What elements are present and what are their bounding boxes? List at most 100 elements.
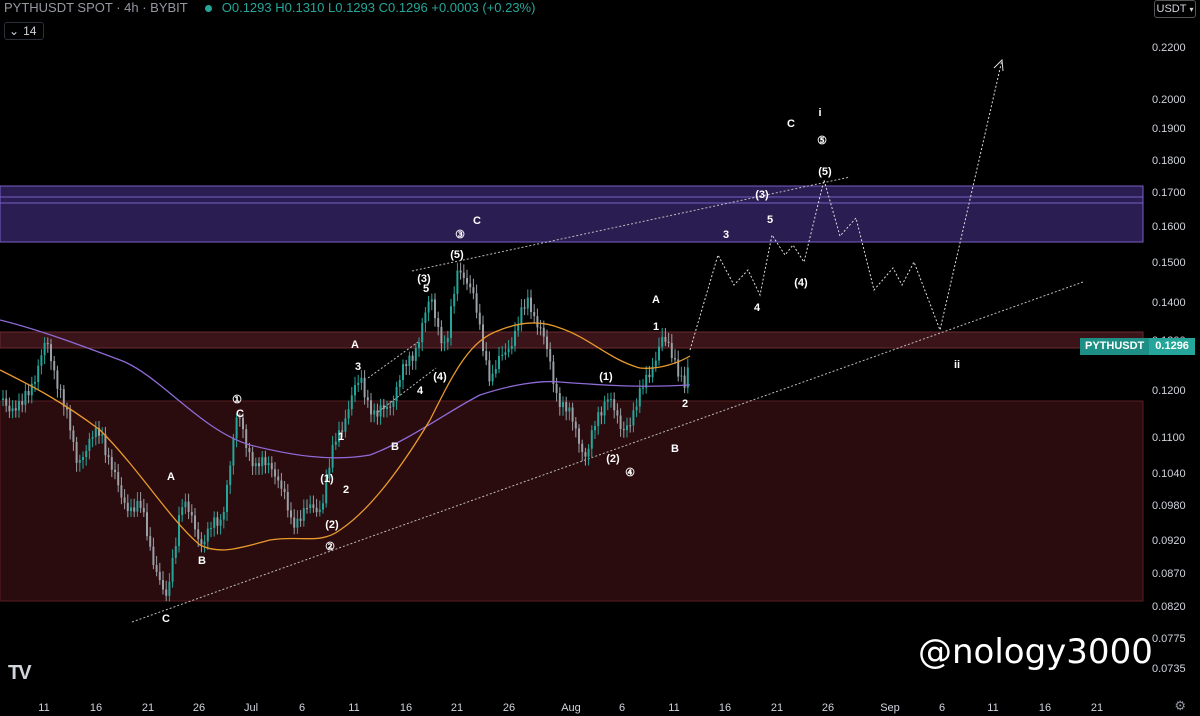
currency-button[interactable]: USDT ▾ xyxy=(1154,0,1196,18)
market-status-icon xyxy=(205,5,213,13)
candle-body xyxy=(526,297,529,309)
lower-trendline[interactable] xyxy=(131,281,1084,623)
candle-body xyxy=(146,512,148,537)
candle-body xyxy=(302,508,305,521)
candle-body xyxy=(78,459,81,463)
candle-body xyxy=(40,355,43,366)
candle-body xyxy=(46,343,49,345)
symbol-title[interactable]: PYTHUSDT SPOT · 4h · BYBIT xyxy=(4,0,188,15)
candle-body xyxy=(590,430,593,449)
candle-body xyxy=(488,360,491,382)
ohlc-values: O0.1293 H0.1310 L0.1293 C0.1296 +0.0003 … xyxy=(221,0,536,15)
candle-body xyxy=(667,341,670,344)
candle-body xyxy=(344,418,347,432)
candle-body xyxy=(318,509,321,513)
upper-trendline[interactable] xyxy=(411,176,851,272)
wave-label: ② xyxy=(325,541,335,553)
wave-label: C xyxy=(787,118,795,130)
wave-label: (4) xyxy=(794,277,808,289)
candle-body xyxy=(69,409,72,431)
candle-body xyxy=(219,519,222,526)
candle-body xyxy=(162,580,164,590)
candle-body xyxy=(178,515,180,547)
candle-body xyxy=(370,400,372,415)
candle-body xyxy=(376,410,379,417)
candle-body xyxy=(27,390,30,396)
candle-body xyxy=(613,399,616,411)
time-axis-label: 16 xyxy=(1039,702,1051,714)
current-price-tag: PYTHUSDT 0.1296 xyxy=(1080,338,1195,355)
price-axis-label: 0.1900 xyxy=(1152,123,1186,135)
candle-body xyxy=(184,501,187,508)
candle-body xyxy=(654,360,657,367)
indicator-toggle[interactable]: ⌄ 14 xyxy=(4,22,44,40)
candle-body xyxy=(24,390,27,405)
caret-down-icon: ▾ xyxy=(1189,4,1194,14)
candle-body xyxy=(514,330,516,346)
candle-body xyxy=(85,450,88,458)
candle-body xyxy=(165,589,168,596)
candle-body xyxy=(293,517,296,528)
candle-body xyxy=(248,447,251,453)
candle-body xyxy=(158,571,161,581)
candle-body xyxy=(277,476,280,481)
candle-body xyxy=(626,425,628,431)
wave-label: 2 xyxy=(682,398,688,410)
time-axis[interactable]: 11 16 21 26 Jul 6 11 16 21 26 Aug 6 11 16 21 26 Sep 6 11 16… xyxy=(38,702,1103,714)
candlestick-series xyxy=(2,262,689,602)
channel-line-b[interactable] xyxy=(377,367,437,413)
candle-body xyxy=(552,361,555,384)
wave-label: ① xyxy=(232,394,242,406)
candle-body xyxy=(632,410,635,426)
price-axis-label: 0.1200 xyxy=(1152,385,1186,397)
price-axis[interactable]: 0.2200 0.2000 0.1900 0.1800 0.1700 0.1600 0.15… xyxy=(1152,42,1186,675)
tradingview-logo[interactable]: TV xyxy=(8,662,32,684)
candle-body xyxy=(402,364,404,380)
candle-body xyxy=(222,512,225,520)
candle-body xyxy=(446,337,449,343)
candle-body xyxy=(373,410,376,415)
candle-body xyxy=(568,407,571,412)
elliott-wave-labels: CAB①C(1)2(2)②13AB4(4)5(3)(5)③C(1)(2)④A12… xyxy=(162,107,960,625)
candle-body xyxy=(21,401,24,405)
resistance-zone xyxy=(0,186,1143,242)
candle-body xyxy=(482,324,484,352)
candle-body xyxy=(456,270,459,294)
candle-body xyxy=(331,444,334,468)
candle-body xyxy=(254,463,257,467)
candle-body xyxy=(341,430,344,432)
time-axis-label: 11 xyxy=(348,702,359,714)
settings-gear-icon[interactable]: ⚙ xyxy=(1174,698,1186,713)
time-axis-label: 16 xyxy=(90,702,102,714)
candle-body xyxy=(190,511,193,516)
candle-body xyxy=(565,402,568,412)
candle-body xyxy=(280,480,283,489)
author-watermark: @nology3000 xyxy=(918,632,1153,672)
candle-body xyxy=(322,503,324,510)
candle-body xyxy=(62,389,65,407)
candle-body xyxy=(232,438,235,466)
price-axis-label: 0.1700 xyxy=(1152,187,1186,199)
price-axis-label: 0.1400 xyxy=(1152,297,1186,309)
candle-body xyxy=(680,375,683,377)
wave-label: 4 xyxy=(754,302,761,314)
price-tag-symbol: PYTHUSDT xyxy=(1080,338,1150,355)
price-axis-label: 0.1040 xyxy=(1152,468,1186,480)
time-axis-label: 16 xyxy=(719,702,731,714)
wave-label: (4) xyxy=(433,371,447,383)
candle-body xyxy=(530,297,532,313)
candle-body xyxy=(520,307,523,326)
candle-body xyxy=(258,463,260,467)
candle-body xyxy=(638,388,641,407)
candle-body xyxy=(264,457,267,466)
candle-body xyxy=(453,293,456,307)
candle-body xyxy=(245,429,248,448)
candle-body xyxy=(395,386,398,402)
candle-body xyxy=(66,406,68,410)
candle-body xyxy=(494,368,497,374)
wave-label: (3) xyxy=(417,273,431,285)
candle-body xyxy=(664,336,667,342)
candle-body xyxy=(651,366,654,378)
candle-body xyxy=(469,283,472,288)
